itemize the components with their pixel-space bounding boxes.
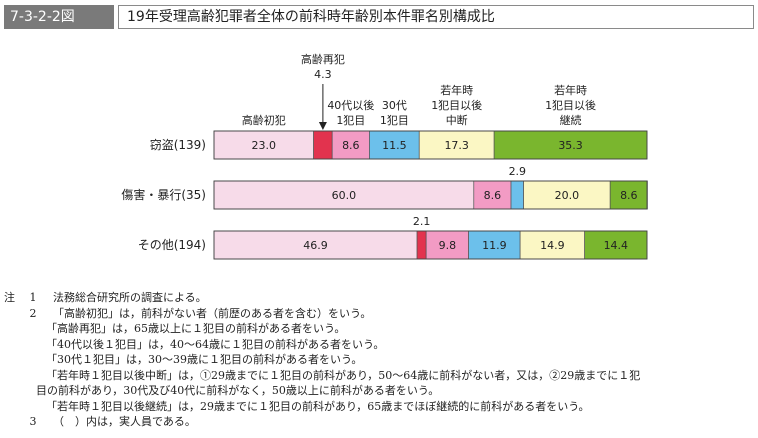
note-2: 2 「高齢初犯」は，前科がない者（前歴のある者を含む）をいう。: [4, 306, 756, 322]
category-label-2: その他(194): [138, 238, 206, 252]
legend-label-5-line-2: 継続: [560, 113, 582, 127]
data-label-r2-s4: 14.9: [540, 239, 565, 252]
note-3: 3 （ ）内は，実人員である。: [4, 414, 756, 430]
data-label-r0-s5: 35.3: [558, 139, 583, 152]
legend-label-3-line-1: 1犯目: [380, 114, 409, 127]
bar-seg-r1-s3: [510, 180, 524, 210]
legend-label-2-line-1: 1犯目: [336, 114, 365, 127]
note-3-text: （ ）内は，実人員である。: [53, 415, 196, 428]
data-label-r1-s5: 8.6: [620, 189, 638, 202]
bar-seg-r2-s2: [425, 230, 469, 260]
data-label-r1-s4: 20.0: [555, 189, 580, 202]
data-label-r2-s0: 46.9: [303, 239, 328, 252]
note-2-text: 「高齢初犯」は，前科がない者（前歴のある者を含む）をいう。: [53, 306, 372, 320]
bar-seg-r0-s1: [313, 130, 333, 160]
data-label-r2-s3: 11.9: [482, 239, 507, 252]
stacked-bar-chart: 窃盗(139) 23.0 8.6 11.5 17.3 35.3 傷害・暴行(35) 60.0 8…: [121, 52, 648, 260]
bar-outline-2: [213, 230, 648, 260]
legend-label-4-line-2: 中断: [446, 113, 468, 127]
note-1-num: 1: [29, 291, 37, 304]
data-label-r2-s1: 2.1: [413, 215, 431, 228]
note-2-sub-3: 「30代１犯目」は，30～39歳に１犯目の前科がある者をいう。: [46, 353, 363, 366]
bar-seg-r0-s2: [331, 130, 370, 160]
bar-outline-1: [213, 180, 648, 210]
legend-label-3-line-0: 30代: [382, 99, 407, 112]
bar-outline-0: [213, 130, 648, 160]
data-label-r1-s3: 2.9: [509, 165, 527, 178]
note-label: 注: [4, 291, 15, 304]
note-2-sub-1: 「高齢再犯」は，65歳以上に１犯目の前科がある者をいう。: [46, 322, 346, 335]
legend-label-1-line-1: 4.3: [314, 68, 332, 81]
data-label-r1-s2: 8.6: [484, 189, 502, 202]
data-label-r2-s2: 9.8: [439, 239, 457, 252]
note-2-sub-4: 「若年時１犯目以後中断」は，①29歳までに１犯目の前科があり，50～64歳に前科…: [46, 368, 641, 382]
note-2-sub-2: 「40代以後１犯目」は，40～64歳に１犯目の前科がある者をいう。: [46, 337, 385, 351]
category-label-0: 窃盗(139): [150, 137, 206, 152]
note-2-sub-5: 目の前科があり，30代及び40代に前科がなく，50歳以上に前科がある者をいう。: [36, 384, 440, 397]
data-label-r0-s0: 23.0: [252, 139, 277, 152]
legend-label-4-line-0: 若年時: [440, 83, 473, 97]
figure-header: 7-3-2-2図 19年受理高齢犯罪者全体の前科時年齢別本件罪名別構成比: [0, 0, 758, 30]
legend-label-1-line-0: 高齢再犯: [301, 52, 345, 66]
figure-id: 7-3-2-2図: [4, 5, 114, 29]
legend-arrow-head: [318, 122, 327, 130]
note-2-num: 2: [29, 306, 37, 320]
note-2-sub-6: 「若年時１犯目以後継続」は，29歳までに１犯目の前科があり，65歳までほぼ継続的…: [46, 399, 590, 413]
legend-label-5-line-1: 1犯目以後: [545, 98, 596, 112]
legend-label-2-line-0: 40代以後: [327, 98, 374, 112]
data-label-r1-s0: 60.0: [332, 189, 357, 202]
note-1-text: 法務総合研究所の調査による。: [53, 291, 207, 304]
bar-seg-r2-s3: [468, 230, 521, 260]
category-label-1: 傷害・暴行(35): [121, 187, 206, 202]
bar-seg-r1-s4: [523, 180, 611, 210]
note-1: 注 1 法務総合研究所の調査による。: [4, 290, 756, 306]
legend-label-4-line-1: 1犯目以後: [431, 98, 482, 112]
legend-label-5-line-0: 若年時: [554, 83, 587, 97]
data-label-r2-s5: 14.4: [604, 239, 629, 252]
note-3-num: 3: [29, 415, 37, 428]
notes: 注 1 法務総合研究所の調査による。 2 「高齢初犯」は，前科がない者（前歴のあ…: [4, 290, 756, 430]
figure-title: 19年受理高齢犯罪者全体の前科時年齢別本件罪名別構成比: [118, 5, 754, 29]
legend-label-0-line-0: 高齢初犯: [242, 113, 286, 127]
bar-seg-r2-s4: [519, 230, 585, 260]
data-label-r0-s4: 17.3: [444, 139, 469, 152]
data-label-r0-s3: 11.5: [382, 139, 407, 152]
bar-seg-r2-s1: [416, 230, 427, 260]
data-label-r0-s2: 8.6: [342, 139, 360, 152]
